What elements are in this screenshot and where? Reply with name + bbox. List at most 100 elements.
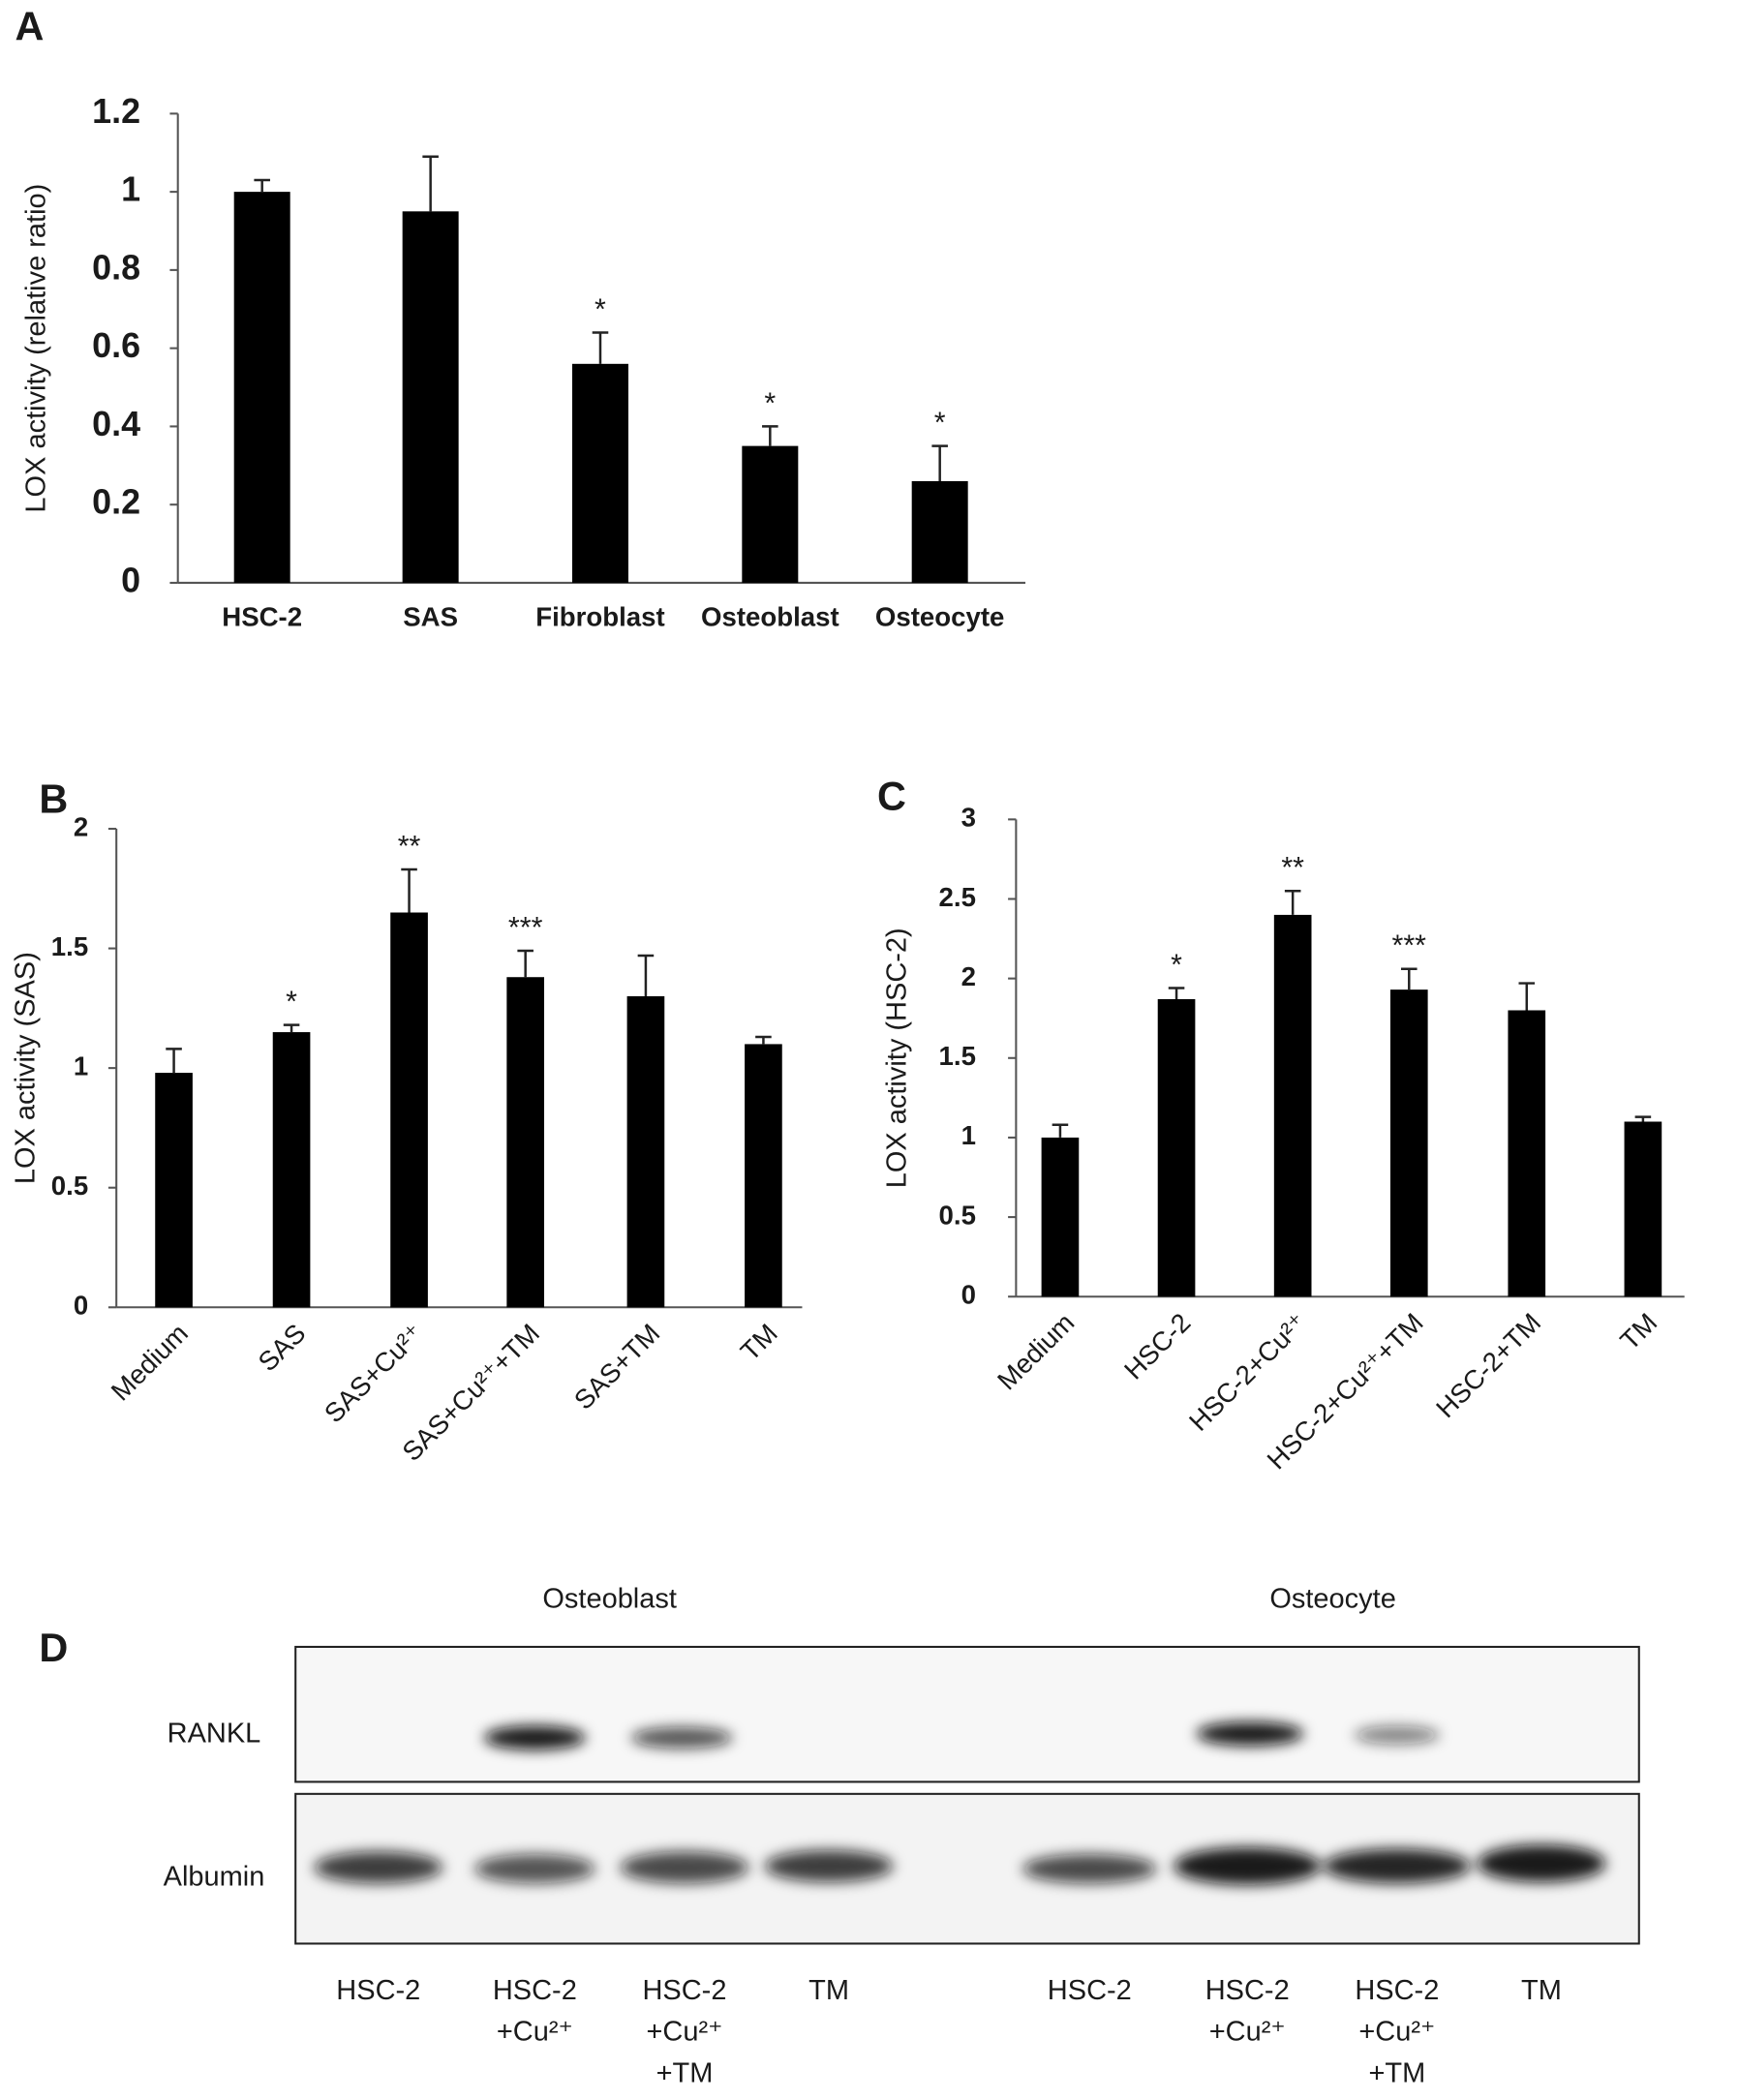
bar bbox=[1508, 1010, 1546, 1297]
y-tick-label: 0.5 bbox=[51, 1171, 88, 1201]
x-tick-label: Medium bbox=[106, 1318, 194, 1406]
x-tick-label: Osteoblast bbox=[701, 602, 839, 632]
lane-label: HSC-2 bbox=[493, 1975, 577, 2006]
error-bar bbox=[254, 178, 270, 193]
bar bbox=[402, 211, 459, 583]
y-tick-label: 1 bbox=[121, 170, 140, 209]
y-tick-label: 1 bbox=[74, 1050, 88, 1080]
bar bbox=[1041, 1137, 1080, 1297]
error-bar bbox=[1518, 982, 1536, 1011]
error-bar bbox=[755, 1035, 772, 1045]
lane-label: +Cu²⁺ bbox=[1209, 2017, 1286, 2048]
bar bbox=[1389, 989, 1428, 1297]
bar bbox=[745, 1044, 782, 1308]
panel-label: D bbox=[39, 1626, 68, 1670]
lane-label: +Cu²⁺ bbox=[1358, 2017, 1435, 2048]
y-tick-label: 1.5 bbox=[939, 1041, 976, 1071]
lane-label: +Cu²⁺ bbox=[497, 2017, 573, 2048]
significance: ** bbox=[1281, 852, 1304, 884]
bar bbox=[506, 977, 545, 1308]
y-tick-label: 0 bbox=[74, 1291, 88, 1321]
lane-label: +Cu²⁺ bbox=[647, 2017, 723, 2048]
group-label: Osteoblast bbox=[542, 1583, 677, 1614]
error-bar bbox=[931, 444, 948, 481]
significance: *** bbox=[1392, 930, 1427, 962]
panel-label: B bbox=[39, 776, 68, 821]
lane-label: TM bbox=[1521, 1975, 1562, 2006]
error-bar bbox=[637, 954, 655, 996]
y-axis-label: LOX activity (relative ratio) bbox=[20, 184, 51, 513]
significance: * bbox=[764, 387, 776, 419]
error-bar bbox=[401, 867, 417, 913]
error-bar bbox=[1400, 967, 1418, 990]
lane-label: HSC-2 bbox=[1205, 1975, 1290, 2006]
y-axis-label: LOX activity (HSC-2) bbox=[882, 928, 913, 1188]
error-bar bbox=[1284, 890, 1301, 915]
y-tick-label: 0 bbox=[121, 561, 140, 599]
significance: *** bbox=[508, 912, 543, 944]
lane-label: HSC-2 bbox=[1048, 1975, 1132, 2006]
error-bar bbox=[517, 949, 534, 978]
error-bar bbox=[1634, 1115, 1652, 1122]
panel-label: C bbox=[877, 775, 906, 819]
error-bar bbox=[166, 1048, 182, 1074]
x-tick-label: TM bbox=[1614, 1307, 1662, 1355]
y-tick-label: 0.2 bbox=[92, 483, 140, 522]
x-tick-label: TM bbox=[735, 1318, 783, 1366]
lane-label: HSC-2 bbox=[1355, 1975, 1439, 2006]
x-tick-label: HSC-2+TM bbox=[1430, 1307, 1546, 1423]
y-tick-label: 0.4 bbox=[92, 405, 140, 443]
bar bbox=[742, 445, 799, 583]
x-tick-label: SAS bbox=[403, 602, 458, 632]
y-tick-label: 1.2 bbox=[92, 92, 140, 131]
bar bbox=[272, 1032, 311, 1308]
y-tick-label: 2 bbox=[74, 811, 88, 841]
y-tick-label: 0.5 bbox=[939, 1200, 976, 1230]
x-tick-label: Fibroblast bbox=[535, 602, 664, 632]
y-tick-label: 2.5 bbox=[939, 882, 976, 912]
x-tick-label: SAS+Cu²⁺ bbox=[319, 1318, 429, 1428]
panel-label: A bbox=[15, 4, 44, 48]
bar bbox=[155, 1073, 193, 1308]
y-tick-label: 0.8 bbox=[92, 248, 140, 287]
lane-label: TM bbox=[808, 1975, 849, 2006]
x-tick-label: Osteocyte bbox=[875, 602, 1005, 632]
bar bbox=[233, 192, 290, 583]
x-tick-label: HSC-2+Cu²⁺ bbox=[1183, 1307, 1313, 1437]
y-tick-label: 1 bbox=[961, 1120, 976, 1150]
lane-label: HSC-2 bbox=[336, 1975, 420, 2006]
bar bbox=[1273, 914, 1312, 1297]
bands bbox=[314, 1721, 1606, 1885]
y-tick-label: 2 bbox=[961, 961, 976, 991]
bar bbox=[626, 995, 665, 1308]
blot-frame bbox=[294, 1645, 1640, 1783]
x-tick-label: Medium bbox=[991, 1307, 1080, 1395]
significance: ** bbox=[398, 831, 421, 863]
y-axis-label: LOX activity (SAS) bbox=[10, 952, 41, 1184]
significance: * bbox=[1171, 949, 1182, 981]
x-tick-label: SAS+TM bbox=[568, 1318, 666, 1415]
significance: * bbox=[934, 408, 946, 440]
x-tick-label: SAS bbox=[253, 1318, 312, 1377]
lane-label: +TM bbox=[1368, 2057, 1425, 2088]
y-tick-label: 3 bbox=[961, 803, 976, 833]
x-tick-label: HSC-2 bbox=[222, 602, 302, 632]
y-tick-label: 0.6 bbox=[92, 326, 140, 365]
error-bar bbox=[762, 425, 778, 446]
bar bbox=[1157, 998, 1196, 1297]
row-label: RANKL bbox=[168, 1719, 261, 1750]
x-tick-label: HSC-2 bbox=[1118, 1307, 1196, 1385]
significance: * bbox=[286, 987, 297, 1019]
bar bbox=[390, 912, 428, 1308]
significance: * bbox=[595, 293, 606, 325]
y-tick-label: 0 bbox=[961, 1280, 976, 1310]
error-bar bbox=[422, 155, 439, 212]
error-bar bbox=[283, 1023, 300, 1033]
error-bar bbox=[1168, 987, 1185, 999]
y-tick-label: 1.5 bbox=[51, 931, 88, 961]
bar bbox=[571, 363, 628, 583]
row-label: Albumin bbox=[164, 1861, 265, 1892]
bar bbox=[911, 480, 968, 583]
group-label: Osteocyte bbox=[1269, 1583, 1395, 1614]
